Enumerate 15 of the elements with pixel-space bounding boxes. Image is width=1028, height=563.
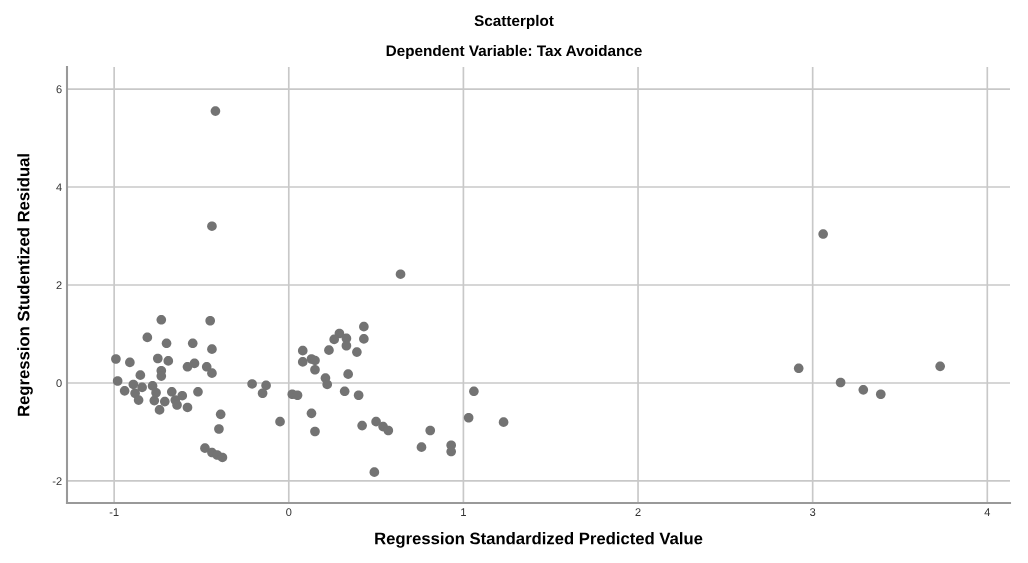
y-tick-label: 2 xyxy=(56,281,62,290)
x-tick-label: 2 xyxy=(635,508,641,516)
x-tick-label: -1 xyxy=(109,508,119,516)
y-tick-label: -2 xyxy=(52,477,62,485)
chart-subtitle: Dependent Variable: Tax Avoidance xyxy=(386,44,642,60)
y-axis-title: Regression Studentized Residual xyxy=(17,154,33,416)
y-tick-label: 0 xyxy=(56,379,62,388)
x-tick-label: 0 xyxy=(286,508,292,517)
x-axis-title: Regression Standardized Predicted Value xyxy=(375,532,703,548)
x-tick-label: 1 xyxy=(461,508,466,516)
chart-title: Scatterplot xyxy=(474,14,554,30)
y-tick-label: 6 xyxy=(56,85,62,94)
x-tick-label: 4 xyxy=(984,508,991,516)
y-tick-label: 4 xyxy=(56,183,62,192)
x-tick-label: 3 xyxy=(810,508,816,517)
